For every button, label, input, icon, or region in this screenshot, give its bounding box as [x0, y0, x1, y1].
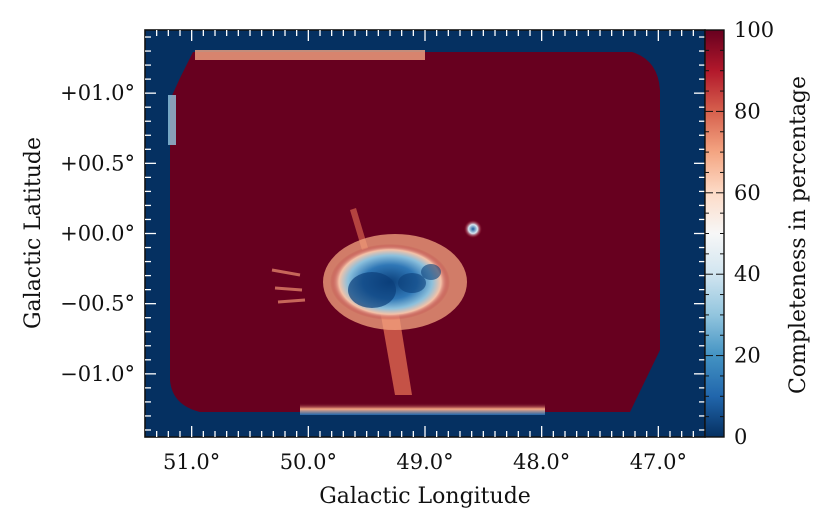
x-tick-label: 50.0° — [280, 450, 337, 474]
colorbar-tick-labels: 100 80 60 40 20 0 — [734, 18, 774, 449]
bottom-edge-strip — [300, 403, 545, 415]
y-tick-label: +00.0° — [60, 222, 135, 246]
top-edge-strip — [195, 50, 425, 60]
y-tick-label: −00.5° — [60, 292, 135, 316]
y-axis-title: Galactic Latitude — [21, 137, 46, 329]
colorbar-title: Completeness in percentage — [786, 76, 811, 394]
filament — [271, 268, 306, 304]
x-axis-title: Galactic Longitude — [319, 484, 531, 509]
colorbar-tick-label: 0 — [734, 425, 747, 449]
x-axis-tick-labels: 51.0° 50.0° 49.0° 48.0° 47.0° — [163, 450, 687, 474]
y-tick-label: +00.5° — [60, 151, 135, 175]
colorbar-tick-label: 60 — [734, 181, 761, 205]
survey-region — [170, 52, 660, 412]
x-tick-label: 49.0° — [396, 450, 453, 474]
y-axis-tick-labels: +01.0° +00.5° +00.0° −00.5° −01.0° — [60, 81, 135, 386]
colorbar-tick-label: 100 — [734, 18, 774, 42]
colorbar-tick-label: 80 — [734, 99, 761, 123]
compact-source — [464, 220, 482, 238]
colorbar-tick-label: 40 — [734, 262, 761, 286]
x-axis-ticks — [156, 30, 694, 437]
central-cluster-core — [398, 273, 426, 293]
x-tick-label: 47.0° — [630, 450, 687, 474]
left-edge-strip — [168, 95, 176, 145]
y-axis-ticks — [145, 36, 705, 431]
y-tick-label: +01.0° — [60, 81, 135, 105]
x-tick-label: 48.0° — [513, 450, 570, 474]
colorbar-tick-label: 20 — [734, 344, 761, 368]
plot-area — [145, 30, 705, 437]
central-cluster-core — [348, 272, 396, 308]
x-tick-label: 51.0° — [163, 450, 220, 474]
central-cluster-core — [421, 264, 441, 280]
y-tick-label: −01.0° — [60, 362, 135, 386]
colorbar-ticks — [705, 29, 724, 438]
